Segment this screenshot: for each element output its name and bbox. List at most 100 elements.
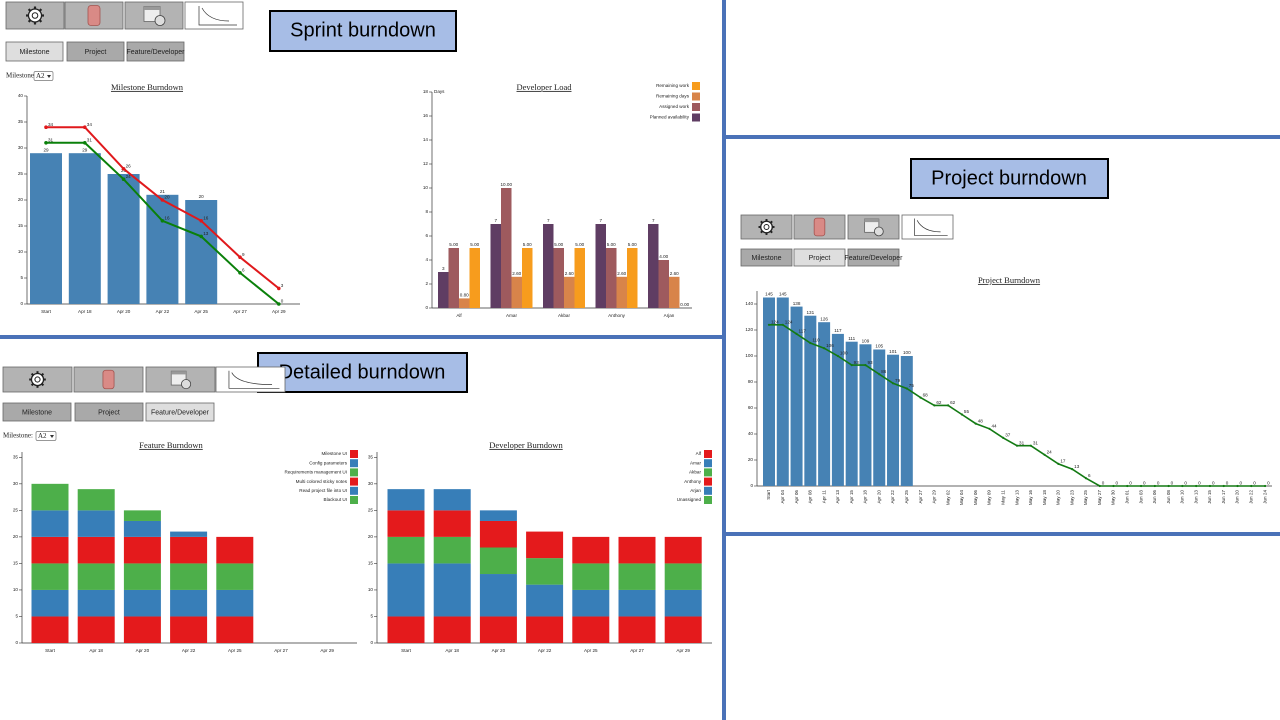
legend-swatch [704, 468, 712, 477]
y-tick-label: 10 [13, 587, 19, 592]
y-tick-label: 10 [18, 249, 24, 254]
data-label: 29 [43, 147, 49, 152]
legend-label: Arjan [690, 488, 701, 493]
selector[interactable] [35, 431, 57, 441]
tab[interactable] [184, 1, 244, 30]
x-tick-label: Jun 03 [1138, 490, 1143, 504]
bar-segment [572, 589, 610, 617]
legend-label: Multi colored sticky notes [296, 479, 348, 484]
data-label: 24 [1047, 450, 1053, 455]
legend-label: Assigned work [659, 104, 690, 109]
x-tick-label: Apr 22 [890, 490, 895, 504]
bar-segment [387, 510, 425, 537]
x-tick-label: Apr 27 [274, 648, 288, 653]
button[interactable] [793, 248, 846, 267]
data-label: 20 [164, 195, 170, 200]
line-marker [1057, 462, 1060, 465]
button[interactable] [5, 41, 64, 62]
x-tick-label: May 25 [1083, 490, 1088, 506]
y-tick-label: 40 [18, 93, 24, 98]
button[interactable] [145, 402, 215, 422]
button[interactable] [847, 248, 900, 267]
bar-segment [123, 510, 161, 521]
bar-segment [618, 536, 656, 564]
bar-segment [123, 536, 161, 564]
bar-segment [170, 536, 208, 564]
tab[interactable] [901, 214, 954, 240]
y-tick-label: 25 [13, 508, 19, 513]
line-marker [238, 271, 242, 275]
bar-segment [77, 510, 115, 537]
chart-title: Developer Burndown [489, 440, 563, 450]
x-tick-label: Apr 04 [780, 490, 785, 504]
clock-icon [873, 226, 884, 237]
calendar-top [171, 371, 187, 375]
x-tick-label: May 30 [1111, 490, 1116, 506]
legend-swatch [350, 459, 358, 468]
line-marker [864, 364, 867, 367]
line-marker [160, 219, 165, 223]
button[interactable] [2, 402, 72, 422]
bar-segment [31, 483, 69, 511]
button[interactable] [74, 402, 144, 422]
x-tick-label: May 23 [1069, 490, 1074, 506]
bar [469, 248, 480, 308]
data-label: 7 [599, 218, 602, 223]
data-label: 109 [862, 339, 870, 344]
button[interactable] [126, 41, 185, 62]
bar-segment [387, 536, 425, 564]
data-label: 0 [1143, 481, 1146, 486]
data-label: 79 [895, 378, 901, 383]
data-label: 93 [867, 360, 873, 365]
data-label: 9 [242, 252, 245, 257]
line-marker [1002, 436, 1005, 439]
bar-segment [170, 563, 208, 590]
line-marker [199, 234, 203, 239]
bar-segment [216, 616, 254, 643]
bar-segment [433, 563, 471, 617]
x-tick-label: Apr 29 [932, 490, 937, 504]
legend-swatch [350, 496, 358, 504]
x-tick-label: Apr 20 [492, 648, 506, 653]
line-marker [238, 255, 242, 259]
bar [146, 194, 179, 304]
bar-segment [433, 489, 471, 511]
x-tick-label: Apr 18 [863, 490, 868, 504]
x-tick-label: May 06 [973, 490, 978, 506]
chart-icon [914, 218, 948, 236]
data-label: 126 [820, 316, 828, 321]
data-label: 124 [785, 320, 793, 325]
y-tick-label: 5 [370, 614, 373, 619]
x-tick-label: May 11 [1000, 490, 1005, 505]
bar-segment [216, 536, 254, 564]
y-tick-label: 100 [745, 353, 753, 358]
y-tick-label: 25 [18, 171, 24, 176]
button[interactable] [66, 41, 125, 62]
data-label: 6 [1088, 473, 1091, 478]
bar-segment [123, 589, 161, 617]
tab[interactable] [215, 366, 286, 393]
button[interactable] [740, 248, 793, 267]
x-tick-label: Jun 08 [1166, 490, 1171, 504]
y-tick-label: 80 [748, 379, 754, 384]
y-tick-label: 15 [368, 561, 374, 566]
y-tick-label: 35 [368, 455, 374, 460]
bar-segment [433, 510, 471, 537]
x-tick-label: Start [45, 648, 55, 653]
chart-icon-line [916, 220, 941, 233]
chart-title: Developer Load [517, 82, 573, 92]
y-tick-label: 12 [423, 161, 429, 166]
x-tick-label: Apr 11 [821, 490, 826, 504]
data-label: 26 [126, 164, 132, 169]
x-tick-label: May 27 [1097, 490, 1102, 506]
bar-segment [479, 574, 517, 617]
selector[interactable] [33, 71, 54, 81]
data-label: 31 [1019, 440, 1025, 445]
x-tick-label: May 02 [945, 490, 950, 506]
y-tick-label: 140 [745, 301, 753, 306]
line-marker [199, 219, 203, 223]
line-marker [160, 198, 165, 202]
y-tick-label: 14 [423, 137, 429, 142]
bar [511, 276, 522, 308]
data-label: 5.00 [628, 242, 637, 247]
